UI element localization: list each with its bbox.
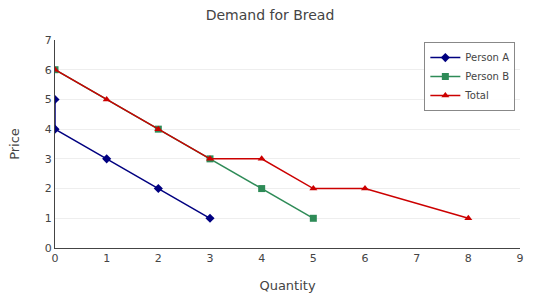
svg-text:0: 0 [45, 242, 52, 255]
svg-text:7: 7 [413, 252, 420, 265]
svg-text:2: 2 [45, 182, 52, 195]
svg-text:Price: Price [7, 128, 22, 160]
svg-text:Quantity: Quantity [259, 278, 315, 293]
svg-text:Person B: Person B [465, 71, 509, 82]
svg-text:8: 8 [465, 252, 472, 265]
svg-text:Person A: Person A [465, 52, 509, 63]
svg-text:6: 6 [45, 64, 52, 77]
svg-text:1: 1 [103, 252, 110, 265]
svg-text:2: 2 [155, 252, 162, 265]
svg-text:7: 7 [45, 34, 52, 47]
svg-text:4: 4 [258, 252, 265, 265]
svg-text:Demand for Bread: Demand for Bread [206, 7, 335, 23]
svg-text:3: 3 [207, 252, 214, 265]
svg-text:0: 0 [52, 252, 59, 265]
svg-text:3: 3 [45, 153, 52, 166]
svg-text:5: 5 [310, 252, 317, 265]
svg-text:6: 6 [362, 252, 369, 265]
svg-text:4: 4 [45, 123, 52, 136]
svg-text:5: 5 [45, 93, 52, 106]
svg-text:9: 9 [517, 252, 524, 265]
svg-text:Total: Total [464, 90, 488, 101]
svg-text:1: 1 [45, 212, 52, 225]
